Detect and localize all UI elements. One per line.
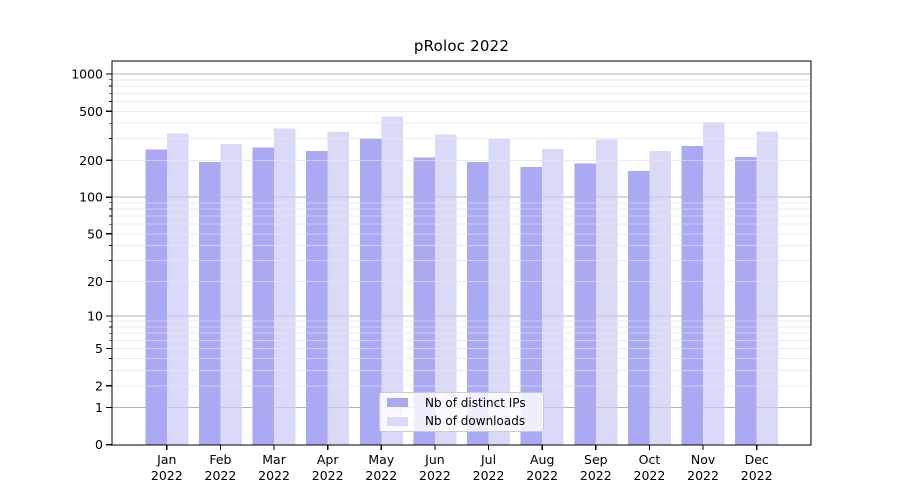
x-tick-label-year: 2022 bbox=[580, 468, 612, 483]
x-tick-label-year: 2022 bbox=[419, 468, 451, 483]
bar-distinct-ips-oct bbox=[627, 170, 650, 445]
x-tick-label-year: 2022 bbox=[365, 468, 397, 483]
x-tick-label-month: Feb bbox=[209, 452, 231, 467]
legend-label-downloads: Nb of downloads bbox=[425, 414, 526, 429]
bar-downloads-feb bbox=[220, 143, 242, 445]
x-tick-label-year: 2022 bbox=[634, 468, 666, 483]
legend: Nb of distinct IPs Nb of downloads bbox=[379, 392, 544, 432]
bar-downloads-nov bbox=[703, 121, 725, 445]
bar-downloads-may bbox=[381, 116, 403, 445]
legend-swatch-downloads bbox=[387, 416, 408, 426]
x-tick-label-month: Nov bbox=[691, 452, 716, 467]
bar-distinct-ips-mar bbox=[252, 147, 275, 446]
bar-distinct-ips-jun bbox=[413, 157, 435, 445]
bar-downloads-aug bbox=[542, 149, 564, 446]
x-tick-label-month: Aug bbox=[530, 452, 554, 467]
x-tick-label-month: Jan bbox=[156, 452, 176, 467]
y-tick-label: 1 bbox=[95, 400, 103, 415]
x-tick-label-month: Sep bbox=[584, 452, 608, 467]
x-tick-label-month: Apr bbox=[317, 452, 339, 467]
x-tick-label-year: 2022 bbox=[312, 468, 344, 483]
bar-distinct-ips-sep bbox=[574, 163, 596, 446]
x-tick-label-year: 2022 bbox=[526, 468, 558, 483]
bar-distinct-ips-apr bbox=[306, 151, 328, 445]
x-tick-label-year: 2022 bbox=[741, 468, 773, 483]
legend-swatch-distinct-ips bbox=[387, 398, 408, 408]
x-tick-label-month: Mar bbox=[262, 452, 286, 467]
y-tick-label: 200 bbox=[79, 153, 103, 168]
bar-downloads-sep bbox=[595, 139, 618, 445]
y-tick-label: 2 bbox=[95, 378, 103, 393]
plot-frame bbox=[111, 60, 812, 446]
bar-distinct-ips-aug bbox=[520, 167, 543, 445]
x-tick-label-year: 2022 bbox=[151, 468, 183, 483]
legend-item-distinct-ips: Nb of distinct IPs bbox=[380, 395, 543, 411]
x-tick-label-year: 2022 bbox=[205, 468, 237, 483]
y-tick-label: 20 bbox=[87, 274, 103, 289]
bar-downloads-dec bbox=[756, 131, 779, 445]
y-tick-label: 5 bbox=[95, 341, 103, 356]
x-tick-label-month: Oct bbox=[639, 452, 661, 467]
legend-item-downloads: Nb of downloads bbox=[380, 414, 543, 430]
bar-downloads-jul bbox=[488, 138, 511, 446]
y-tick-label: 500 bbox=[79, 104, 103, 119]
bar-downloads-jun bbox=[434, 134, 457, 445]
y-tick-label: 10 bbox=[87, 309, 103, 324]
x-tick-label-month: Jun bbox=[424, 452, 445, 467]
bar-downloads-jan bbox=[166, 133, 189, 446]
legend-label-distinct-ips: Nb of distinct IPs bbox=[425, 395, 526, 410]
x-tick-label-month: Jul bbox=[480, 452, 496, 467]
bar-distinct-ips-jan bbox=[145, 149, 167, 446]
bar-distinct-ips-nov bbox=[681, 146, 704, 445]
bar-downloads-oct bbox=[649, 150, 671, 445]
bar-downloads-mar bbox=[274, 128, 296, 446]
x-tick-label-month: May bbox=[368, 452, 394, 467]
y-tick-label: 0 bbox=[95, 437, 103, 452]
x-tick-label-year: 2022 bbox=[258, 468, 290, 483]
bar-downloads-apr bbox=[327, 131, 350, 445]
bar-distinct-ips-jul bbox=[467, 162, 489, 445]
bar-distinct-ips-feb bbox=[198, 162, 221, 445]
y-tick-label: 50 bbox=[87, 226, 103, 241]
x-tick-label-year: 2022 bbox=[473, 468, 505, 483]
bar-distinct-ips-may bbox=[359, 138, 382, 445]
y-tick-label: 1000 bbox=[71, 67, 103, 82]
x-tick-label-year: 2022 bbox=[687, 468, 719, 483]
x-tick-label-month: Dec bbox=[745, 452, 769, 467]
bar-distinct-ips-dec bbox=[735, 157, 757, 445]
y-tick-label: 100 bbox=[79, 190, 103, 205]
chart-title: pRoloc 2022 bbox=[413, 37, 510, 55]
